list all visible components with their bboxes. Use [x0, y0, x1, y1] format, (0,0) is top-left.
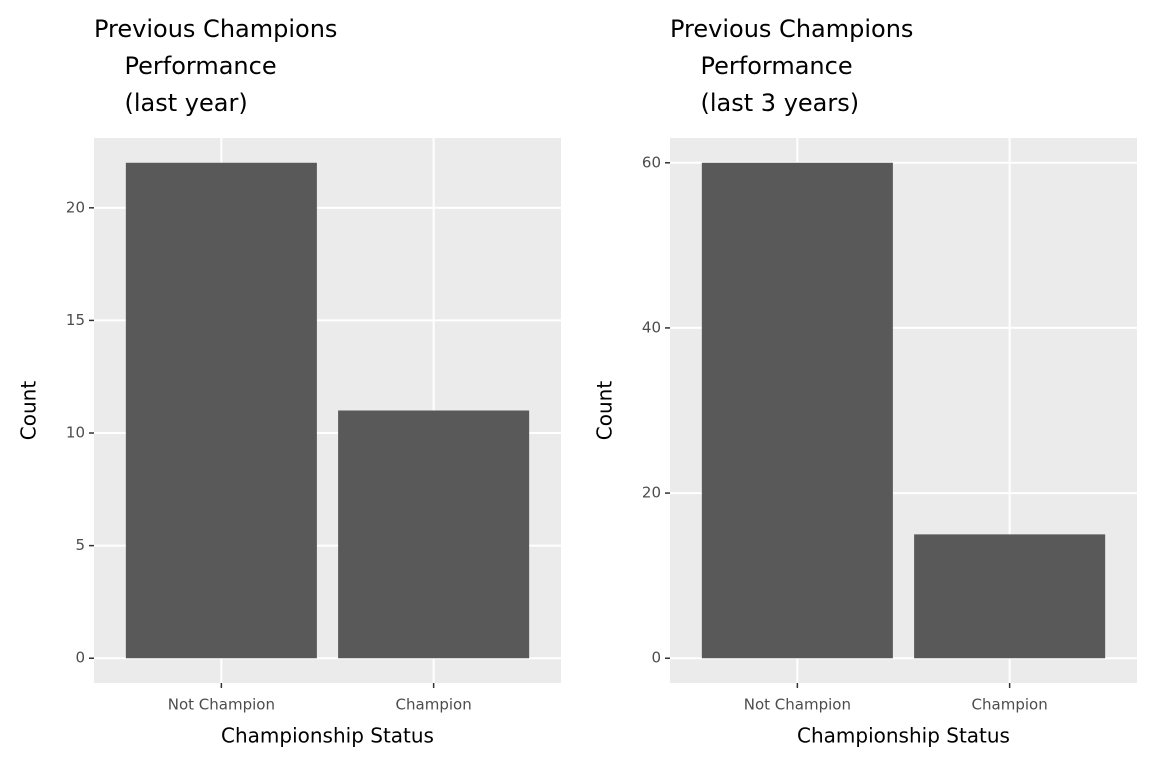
title-line: (last 3 years): [670, 89, 859, 117]
chart-title: Previous Champions Performance (last 3 y…: [670, 15, 913, 117]
y-tick-label: 20: [642, 484, 661, 502]
bar: [338, 410, 530, 659]
x-tick-label: Champion: [396, 696, 472, 714]
bar: [914, 534, 1106, 659]
chart-title: Previous Champions Performance (last yea…: [94, 15, 337, 117]
x-tick-label: Champion: [972, 696, 1048, 714]
y-tick-label: 10: [66, 424, 85, 442]
y-axis-title: Count: [17, 381, 41, 441]
title-line: Performance: [94, 52, 277, 80]
y-tick-label: 40: [642, 318, 661, 336]
y-tick-label: 5: [75, 536, 85, 554]
y-tick-label: 60: [642, 153, 661, 171]
x-axis-title: Championship Status: [797, 724, 1010, 748]
x-tick-label: Not Champion: [744, 696, 851, 714]
y-axis-title: Count: [593, 381, 617, 441]
title-line: Performance: [670, 52, 853, 80]
bar: [125, 162, 317, 659]
bar: [701, 162, 893, 659]
y-tick-label: 20: [66, 198, 85, 216]
x-axis-title: Championship Status: [221, 724, 434, 748]
title-line: (last year): [94, 89, 248, 117]
y-tick-label: 0: [651, 649, 661, 667]
y-tick-label: 0: [75, 649, 85, 667]
y-tick-label: 15: [66, 311, 85, 329]
x-tick-label: Not Champion: [168, 696, 275, 714]
title-line: Previous Champions: [670, 15, 913, 43]
title-line: Previous Champions: [94, 15, 337, 43]
